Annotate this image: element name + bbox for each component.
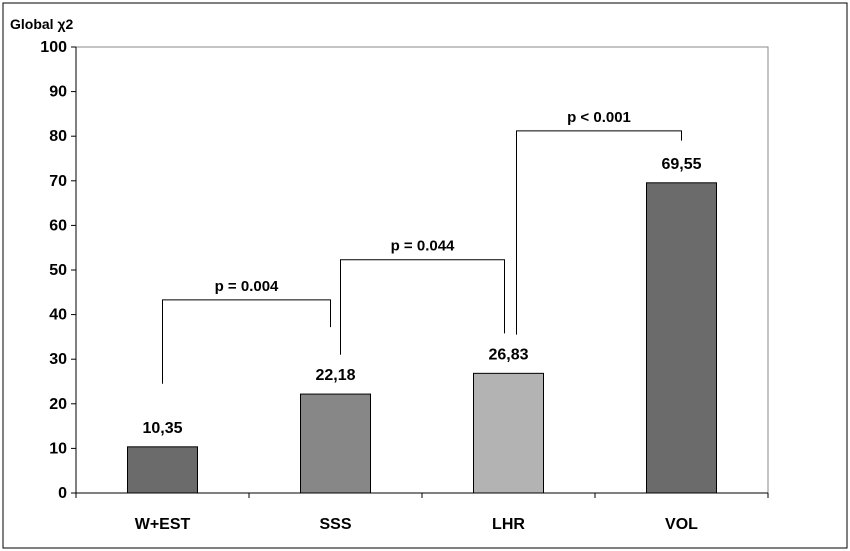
y-tick-label: 40 <box>49 307 67 324</box>
data-label: 26,83 <box>488 346 528 363</box>
bar-sss <box>300 393 371 494</box>
y-tick-label: 0 <box>58 485 67 502</box>
significance-label: p < 0.001 <box>567 109 631 126</box>
x-tick-label: VOL <box>665 516 698 533</box>
x-tick-label: W+EST <box>135 516 191 533</box>
y-axis-label: Global χ2 <box>10 16 74 32</box>
y-tick-label: 10 <box>49 440 67 457</box>
significance-label: p = 0.044 <box>391 238 455 255</box>
y-tick-label: 20 <box>49 396 67 413</box>
data-label: 10,35 <box>142 420 182 437</box>
x-tick-label: LHR <box>492 516 525 533</box>
bar-lhr <box>473 372 544 494</box>
significance-label: p = 0.004 <box>215 278 279 295</box>
significance-bracket <box>516 130 682 335</box>
y-tick-label: 70 <box>49 173 67 190</box>
y-tick-label: 60 <box>49 217 67 234</box>
x-tick-label: SSS <box>319 516 351 533</box>
bar-w-est <box>127 446 198 494</box>
bar-vol <box>646 182 717 494</box>
significance-bracket <box>162 299 331 384</box>
y-tick-label: 80 <box>49 128 67 145</box>
significance-bracket <box>340 259 505 355</box>
data-label: 22,18 <box>315 367 355 384</box>
y-tick-label: 50 <box>49 262 67 279</box>
y-tick-label: 100 <box>40 39 67 56</box>
y-tick-label: 30 <box>49 351 67 368</box>
y-tick-label: 90 <box>49 84 67 101</box>
data-label: 69,55 <box>661 156 701 173</box>
